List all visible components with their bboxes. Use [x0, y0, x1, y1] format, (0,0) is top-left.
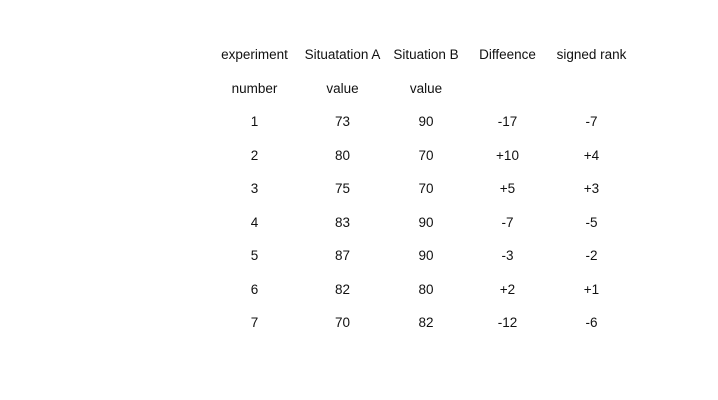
cell-situation-a-value: 73: [334, 114, 351, 130]
cell-signed-rank: -7: [585, 114, 598, 130]
cell-situation-a-value: 87: [334, 248, 351, 264]
cell-situation-b-value: 90: [418, 248, 434, 264]
cell-experiment-number: 7: [250, 315, 259, 331]
cell-difference: -3: [501, 248, 514, 264]
column-header-experiment: experiment: [221, 47, 288, 63]
cell-experiment-number: 4: [250, 214, 259, 230]
table-row: 1 73 90 -17 -7: [212, 105, 632, 139]
table-row: 2 80 70 +10 +4: [212, 139, 632, 173]
cell-situation-b-value: 82: [418, 315, 434, 331]
column-header-signed-rank: signed rank: [556, 47, 627, 63]
cell-signed-rank: +4: [583, 147, 600, 163]
cell-situation-b-value: 90: [418, 114, 434, 130]
column-subheader-value-b: value: [409, 80, 443, 96]
cell-signed-rank: +1: [583, 281, 600, 297]
signed-rank-table: experiment Situatation A Situation B Dif…: [212, 38, 632, 340]
cell-difference: -17: [497, 114, 518, 130]
cell-difference: -7: [501, 214, 514, 230]
cell-difference: +2: [499, 281, 516, 297]
column-header-situation-b: Situation B: [393, 47, 459, 63]
table-row: 5 87 90 -3 -2: [212, 239, 632, 273]
cell-situation-b-value: 90: [418, 214, 434, 230]
table-row: 7 70 82 -12 -6: [212, 306, 632, 340]
header-row-2: number value value: [212, 72, 632, 106]
cell-difference: +5: [499, 181, 516, 197]
cell-situation-a-value: 75: [334, 181, 351, 197]
column-subheader-number: number: [231, 80, 278, 96]
cell-signed-rank: -2: [585, 248, 598, 264]
table-row: 4 83 90 -7 -5: [212, 206, 632, 240]
cell-situation-a-value: 70: [334, 315, 351, 331]
cell-situation-a-value: 80: [334, 147, 351, 163]
cell-experiment-number: 5: [250, 248, 259, 264]
cell-situation-b-value: 70: [418, 147, 434, 163]
header-row-1: experiment Situatation A Situation B Dif…: [212, 38, 632, 72]
table-row: 3 75 70 +5 +3: [212, 172, 632, 206]
cell-signed-rank: -5: [585, 214, 598, 230]
cell-experiment-number: 6: [250, 281, 259, 297]
cell-experiment-number: 2: [250, 147, 259, 163]
column-subheader-empty-2: [551, 72, 632, 106]
cell-experiment-number: 3: [250, 181, 259, 197]
column-subheader-value-a: value: [326, 80, 359, 96]
cell-situation-b-value: 80: [418, 281, 434, 297]
cell-situation-a-value: 82: [334, 281, 351, 297]
cell-signed-rank: -6: [585, 315, 598, 331]
column-subheader-empty-1: [464, 72, 551, 106]
column-header-difference: Diffeence: [479, 47, 536, 63]
cell-experiment-number: 1: [250, 114, 259, 130]
column-header-situation-a: Situatation A: [304, 47, 381, 63]
cell-difference: -12: [497, 315, 518, 331]
cell-situation-a-value: 83: [334, 214, 351, 230]
table-row: 6 82 80 +2 +1: [212, 273, 632, 307]
cell-difference: +10: [496, 147, 519, 163]
cell-signed-rank: +3: [583, 181, 600, 197]
cell-situation-b-value: 70: [418, 181, 434, 197]
